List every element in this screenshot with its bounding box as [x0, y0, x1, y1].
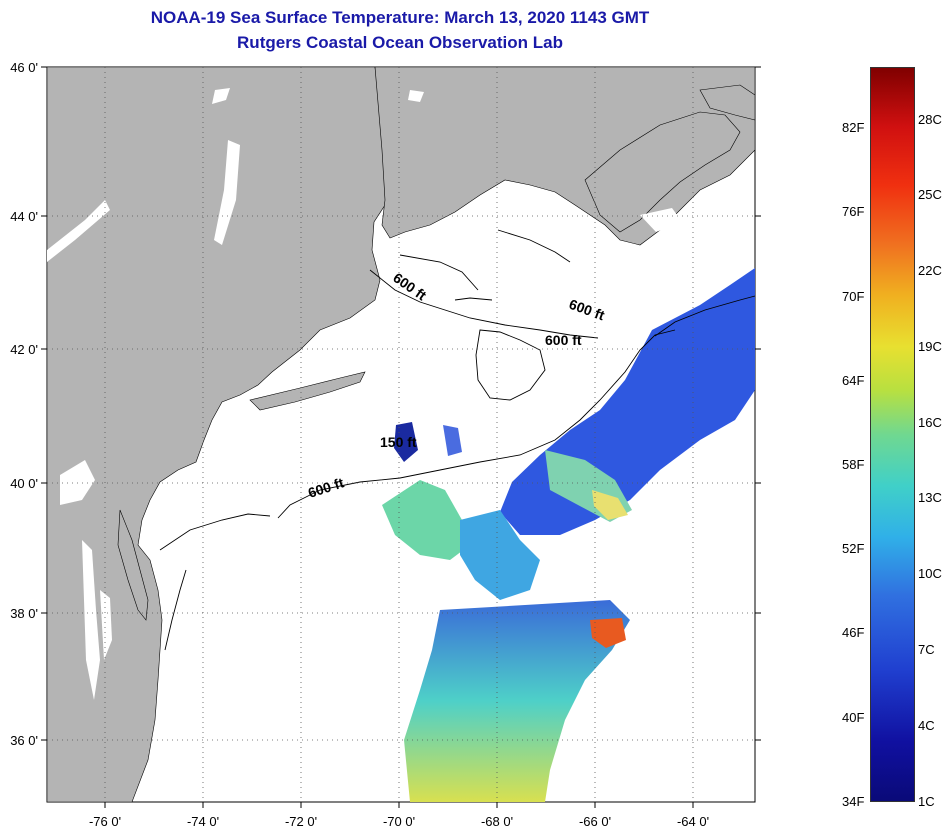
land-canada-maritimes	[374, 66, 756, 246]
lon-label-64: -64 0'	[677, 814, 709, 829]
colorbar-label-46f: 46F	[842, 625, 865, 640]
colorbar-label-13c: 13C	[918, 490, 942, 505]
lat-label-46: 46 0'	[10, 60, 38, 75]
lat-label-36: 36 0'	[10, 733, 38, 748]
lat-label-42: 42 0'	[10, 342, 38, 357]
lon-label-66: -66 0'	[579, 814, 611, 829]
sst-blue-patch-150	[394, 422, 418, 462]
colorbar-label-25c: 25C	[918, 187, 942, 202]
colorbar-label-40f: 40F	[842, 710, 865, 725]
lon-label-70: -70 0'	[383, 814, 415, 829]
temperature-colorbar	[870, 67, 915, 802]
lat-label-38: 38 0'	[10, 606, 38, 621]
map-title: NOAA-19 Sea Surface Temperature: March 1…	[150, 8, 650, 27]
colorbar-label-10c: 10C	[918, 566, 942, 581]
colorbar-label-1c: 1C	[918, 794, 935, 809]
colorbar-label-82f: 82F	[842, 120, 865, 135]
contour-label-600ft-georges: 600 ft	[545, 332, 582, 348]
sst-strip-mid	[460, 510, 540, 600]
land-cape-breton	[699, 84, 756, 121]
colorbar-label-16c: 16C	[918, 415, 942, 430]
land-delmarva	[117, 509, 149, 621]
land-nova-scotia	[584, 111, 741, 233]
lat-label-40: 40 0'	[10, 476, 38, 491]
colorbar-label-34f: 34F	[842, 794, 865, 809]
colorbar-label-52f: 52F	[842, 541, 865, 556]
lon-label-68: -68 0'	[481, 814, 513, 829]
sst-strip-south	[404, 600, 630, 802]
sst-small-patch	[443, 425, 462, 456]
colorbar-label-76f: 76F	[842, 204, 865, 219]
sst-warm-patch	[590, 618, 626, 648]
latitude-labels: 46 0' 44 0' 42 0' 40 0' 38 0' 36 0'	[10, 60, 38, 748]
colorbar-label-22c: 22C	[918, 263, 942, 278]
sst-swath	[382, 268, 755, 802]
colorbar-label-70f: 70F	[842, 289, 865, 304]
contour-label-150ft: 150 ft	[380, 434, 417, 450]
lon-label-74: -74 0'	[187, 814, 219, 829]
land-us-mainland	[46, 66, 389, 803]
sst-yellow-warm-core	[592, 490, 628, 520]
land-masses	[46, 66, 756, 803]
colorbar-label-4c: 4C	[918, 718, 935, 733]
longitude-labels: -76 0' -74 0' -72 0' -70 0' -68 0' -66 0…	[89, 814, 709, 829]
land-long-island	[249, 371, 366, 411]
inland-water	[47, 88, 682, 700]
colorbar-label-7c: 7C	[918, 642, 935, 657]
sst-strip-west	[382, 480, 470, 560]
graticule	[47, 67, 755, 802]
lat-label-44: 44 0'	[10, 209, 38, 224]
colorbar-label-64f: 64F	[842, 373, 865, 388]
colorbar-label-58f: 58F	[842, 457, 865, 472]
bathymetry-contours	[159, 229, 756, 651]
lon-label-76: -76 0'	[89, 814, 121, 829]
colorbar-label-28c: 28C	[918, 112, 942, 127]
frame-ticks	[41, 66, 761, 808]
colorbar-label-19c: 19C	[918, 339, 942, 354]
lon-label-72: -72 0'	[285, 814, 317, 829]
map-subtitle: Rutgers Coastal Ocean Observation Lab	[237, 33, 563, 52]
